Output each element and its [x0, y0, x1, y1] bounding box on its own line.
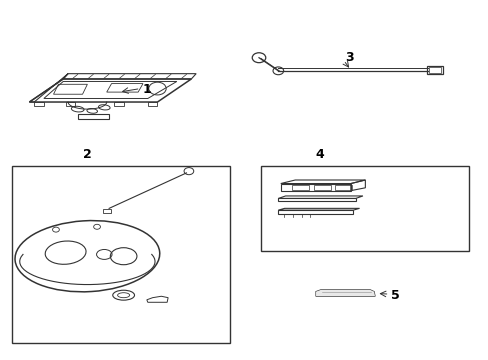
Bar	[12, 166, 229, 343]
Bar	[261, 166, 468, 251]
Bar	[103, 209, 111, 213]
Bar	[34, 102, 44, 105]
Text: 2: 2	[83, 148, 92, 161]
Text: 4: 4	[314, 148, 323, 161]
Bar	[428, 67, 440, 73]
Text: 1: 1	[142, 83, 151, 96]
Bar	[427, 66, 442, 74]
Text: 3: 3	[345, 51, 353, 64]
Bar	[313, 185, 330, 190]
Bar	[291, 185, 308, 190]
Polygon shape	[315, 290, 374, 296]
Text: 5: 5	[391, 289, 399, 302]
Bar	[65, 102, 75, 105]
Bar	[147, 102, 157, 105]
Bar	[114, 102, 123, 105]
Bar	[335, 185, 351, 190]
